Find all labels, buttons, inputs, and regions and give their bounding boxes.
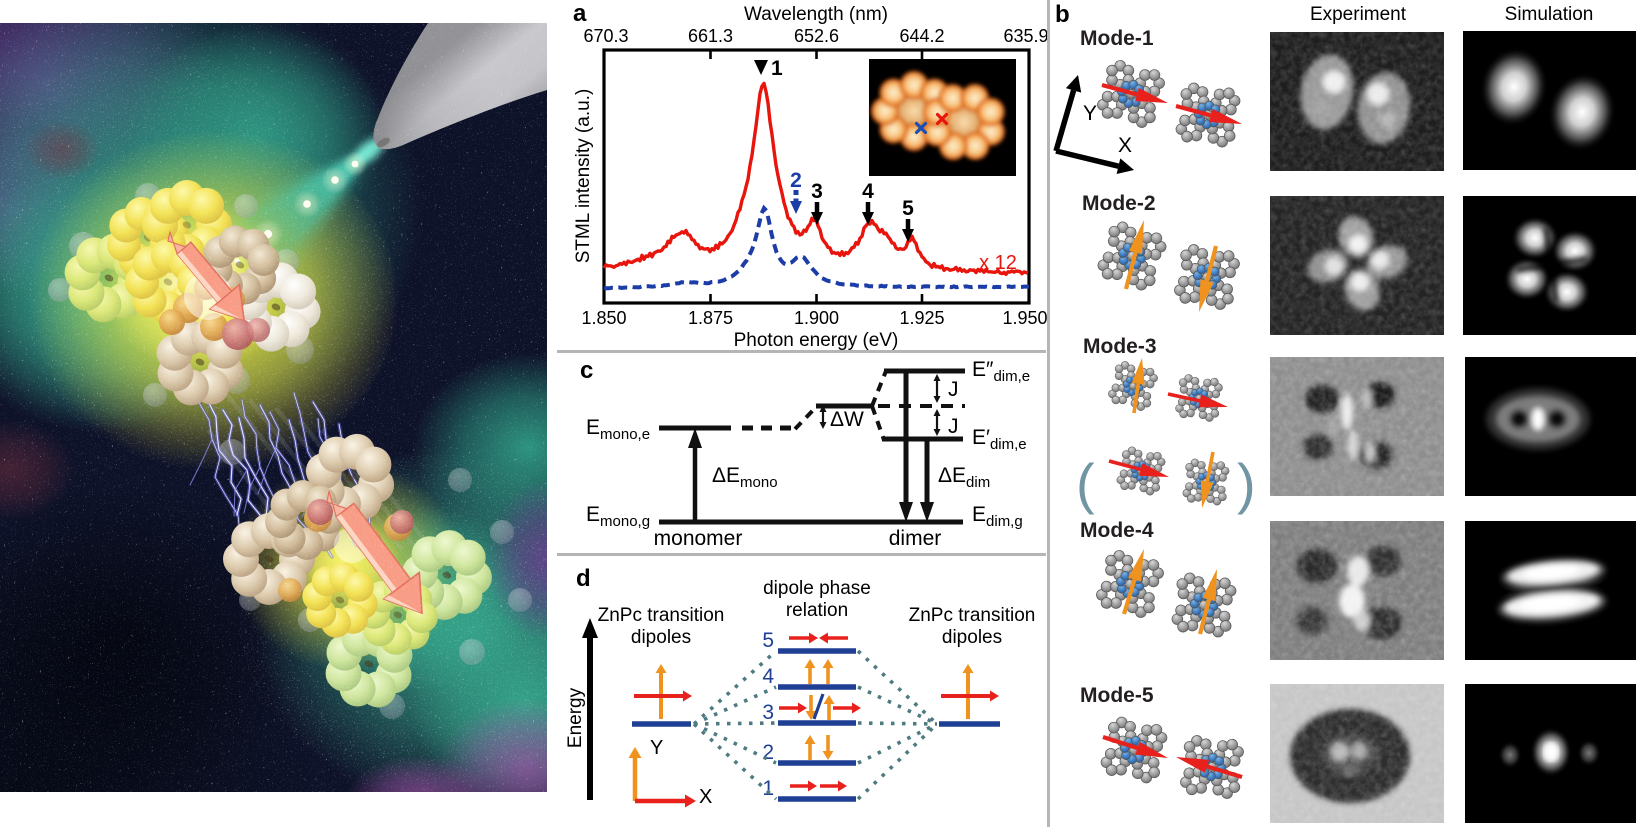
svg-text:): ): [1237, 452, 1256, 515]
svg-text:1: 1: [762, 777, 774, 800]
svg-text:E″dim,e: E″dim,e: [972, 358, 1030, 385]
svg-text:STML intensity (a.u.): STML intensity (a.u.): [573, 89, 594, 264]
svg-text:635.9: 635.9: [1003, 26, 1048, 46]
svg-text:c: c: [580, 357, 593, 384]
svg-text:3: 3: [762, 701, 774, 724]
svg-text:661.3: 661.3: [688, 26, 733, 46]
svg-text:Emono,g: Emono,g: [586, 503, 650, 530]
svg-text:1.850: 1.850: [581, 308, 626, 328]
svg-text:Mode-3: Mode-3: [1083, 335, 1157, 358]
svg-text:a: a: [573, 0, 587, 27]
svg-text:E′dim,e: E′dim,e: [972, 426, 1027, 453]
svg-text:d: d: [576, 565, 591, 592]
svg-text:ΔW: ΔW: [830, 408, 864, 431]
svg-text:J: J: [948, 415, 959, 438]
svg-text:644.2: 644.2: [899, 26, 944, 46]
svg-text:Y: Y: [1083, 102, 1097, 125]
svg-text:4: 4: [862, 180, 874, 203]
svg-text:Wavelength (nm): Wavelength (nm): [744, 4, 888, 25]
svg-text:3: 3: [811, 180, 823, 203]
svg-text:1.875: 1.875: [688, 308, 733, 328]
svg-text:ΔEdim: ΔEdim: [938, 464, 990, 491]
svg-text:dipoles: dipoles: [631, 627, 691, 648]
svg-text:X: X: [699, 786, 712, 808]
svg-text:1: 1: [771, 57, 783, 80]
svg-text:670.3: 670.3: [583, 26, 628, 46]
svg-text:relation: relation: [786, 600, 848, 621]
svg-text:Mode-4: Mode-4: [1080, 519, 1154, 542]
svg-text:1.925: 1.925: [899, 308, 944, 328]
svg-text:x 12: x 12: [979, 252, 1017, 274]
svg-text:2: 2: [790, 169, 802, 192]
svg-text:Simulation: Simulation: [1505, 4, 1594, 25]
svg-text:Photon energy (eV): Photon energy (eV): [734, 330, 899, 350]
svg-text:Mode-5: Mode-5: [1080, 684, 1154, 707]
svg-text:Emono,e: Emono,e: [586, 416, 650, 443]
svg-text:dimer: dimer: [889, 527, 942, 550]
svg-text:5: 5: [762, 629, 774, 652]
svg-text:(: (: [1076, 452, 1095, 515]
svg-text:5: 5: [902, 197, 914, 220]
svg-text:dipole phase: dipole phase: [763, 578, 871, 599]
svg-text:dipoles: dipoles: [942, 627, 1002, 648]
svg-text:Edim,g: Edim,g: [972, 503, 1023, 530]
svg-text:Y: Y: [650, 737, 663, 759]
svg-text:1.950: 1.950: [1002, 308, 1047, 328]
svg-text:4: 4: [762, 665, 774, 688]
svg-text:1.900: 1.900: [794, 308, 839, 328]
svg-text:ΔEmono: ΔEmono: [712, 464, 778, 491]
svg-text:Mode-1: Mode-1: [1080, 27, 1154, 50]
svg-text:Experiment: Experiment: [1310, 4, 1407, 25]
svg-text:J: J: [948, 378, 959, 401]
svg-text:652.6: 652.6: [794, 26, 839, 46]
svg-text:Energy: Energy: [565, 687, 586, 748]
svg-text:X: X: [1118, 134, 1132, 157]
svg-text:Mode-2: Mode-2: [1082, 192, 1156, 215]
svg-text:monomer: monomer: [654, 527, 743, 550]
svg-text:2: 2: [762, 741, 774, 764]
svg-text:b: b: [1055, 1, 1070, 28]
svg-text:ZnPc transition: ZnPc transition: [909, 605, 1036, 626]
svg-text:ZnPc transition: ZnPc transition: [598, 605, 725, 626]
